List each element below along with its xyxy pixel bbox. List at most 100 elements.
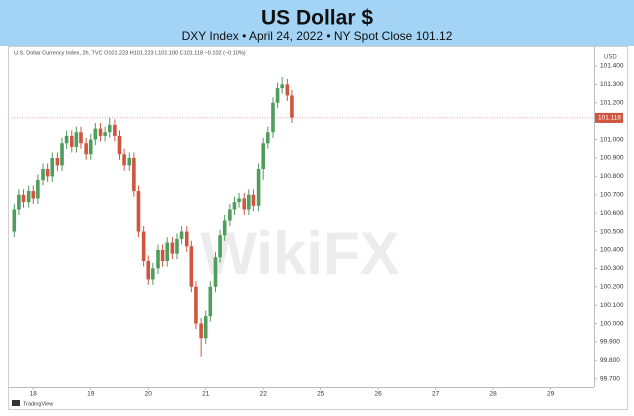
candle-body: [194, 286, 198, 324]
tradingview-logo: [12, 400, 20, 406]
x-tick-label: 27: [432, 391, 440, 398]
candle-body: [156, 249, 160, 269]
y-tick-label: 101.200: [600, 100, 624, 107]
chart-subtitle: DXY Index • April 24, 2022 • NY Spot Clo…: [182, 29, 453, 43]
symbol-header: U.S. Dollar Currency Index, 2h, TVC O101…: [14, 50, 246, 56]
candle-body: [256, 169, 261, 206]
candle-body: [218, 235, 222, 258]
candle-body: [36, 180, 40, 199]
candle-body: [237, 198, 241, 203]
candle-body: [69, 135, 74, 147]
y-tick-label: 100.200: [600, 283, 624, 290]
candle-body: [64, 135, 69, 144]
candle-body: [41, 169, 45, 181]
candle-body: [285, 84, 290, 96]
watermark: WikiFX: [200, 220, 399, 287]
y-tick-label: 101.300: [600, 81, 624, 88]
candle-body: [265, 132, 270, 144]
candle-body: [113, 124, 117, 136]
y-tick-label: 101.400: [600, 63, 624, 70]
candle-body: [60, 143, 64, 166]
candle-body: [26, 191, 31, 203]
candle-body: [170, 242, 175, 254]
y-tick-label: 99.800: [600, 357, 620, 364]
y-tick-label: 100.800: [600, 173, 624, 180]
candle-body: [247, 194, 251, 210]
candle-body: [141, 231, 146, 261]
candle-body: [151, 268, 155, 280]
candle-body: [117, 135, 122, 155]
y-tick-label: 100.400: [600, 247, 624, 254]
candle-body: [74, 132, 79, 147]
candle-body: [213, 257, 218, 287]
header-band: [0, 0, 634, 46]
candle-body: [146, 260, 151, 280]
candle-body: [122, 154, 126, 166]
candle-body: [98, 128, 103, 136]
x-tick-label: 20: [145, 391, 153, 398]
y-tick-label: 100.000: [600, 320, 624, 327]
candle-body: [208, 286, 213, 317]
x-tick-label: 25: [317, 391, 325, 398]
y-tick-label: 99.900: [600, 339, 620, 346]
x-tick-label: 21: [202, 391, 210, 398]
candle-body: [222, 220, 227, 236]
candle-body: [290, 95, 294, 118]
candle-body: [12, 209, 17, 232]
candle-body: [280, 84, 284, 89]
candle-body: [199, 323, 203, 339]
candle-body: [184, 231, 189, 247]
candle-body: [88, 139, 93, 155]
candle-body: [55, 157, 60, 166]
candle-body: [275, 88, 280, 103]
candle-body: [79, 132, 83, 144]
x-tick-label: 28: [490, 391, 498, 398]
x-tick-label: 18: [30, 391, 38, 398]
currency-label: USD: [604, 55, 617, 61]
candle-body: [179, 231, 184, 239]
candle-body: [203, 316, 208, 339]
candle-body: [31, 191, 36, 199]
y-tick-label: 100.900: [600, 155, 624, 162]
candle-body: [175, 238, 179, 254]
y-tick-label: 100.100: [600, 302, 624, 309]
y-tick-label: 100.700: [600, 191, 624, 198]
x-tick-label: 29: [547, 391, 555, 398]
source-label: TradingView: [23, 401, 53, 407]
y-tick-label: 100.500: [600, 228, 624, 235]
candle-body: [93, 128, 98, 140]
candle-body: [50, 157, 55, 177]
candle-body: [103, 132, 107, 136]
x-tick-label: 22: [260, 391, 268, 398]
candle-body: [84, 143, 88, 155]
x-tick-label: 26: [375, 391, 383, 398]
current-price-label: 101.118: [598, 115, 621, 122]
candle-body: [189, 246, 194, 287]
candle-body: [136, 191, 141, 232]
chart-frame: [8, 46, 628, 410]
y-tick-label: 100.300: [600, 265, 624, 272]
candle-body: [251, 194, 256, 206]
candle-body: [17, 194, 21, 210]
candle-body: [228, 209, 232, 221]
candle-body: [261, 143, 265, 170]
current-price-box: [595, 112, 623, 123]
candle-body: [232, 202, 237, 210]
x-tick-label: 19: [87, 391, 95, 398]
candle-body: [107, 124, 112, 133]
y-tick-label: 101.000: [600, 136, 624, 143]
candle-body: [127, 157, 132, 166]
y-tick-label: 99.700: [600, 375, 620, 382]
candle-body: [165, 242, 170, 261]
chart-title: US Dollar $: [261, 7, 373, 30]
candle-body: [21, 194, 26, 203]
candle-body: [242, 198, 247, 210]
candle-body: [271, 102, 275, 133]
y-tick-label: 100.600: [600, 210, 624, 217]
candle-body: [160, 249, 165, 261]
candle-body: [132, 157, 136, 192]
